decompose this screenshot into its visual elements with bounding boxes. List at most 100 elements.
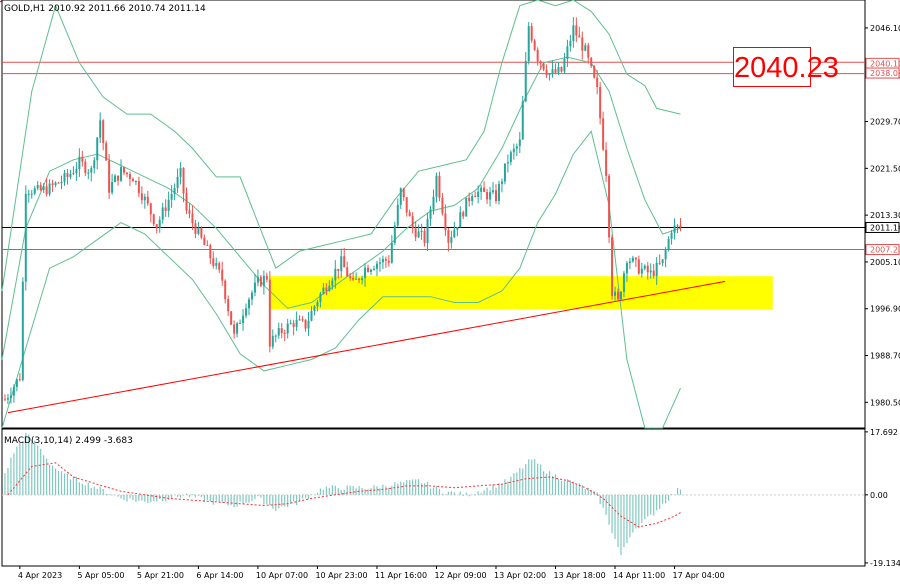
- candle-body: [557, 66, 560, 73]
- time-tick-label: 6 Apr 14:00: [196, 571, 243, 580]
- candle-body: [435, 175, 438, 197]
- candle-body: [310, 311, 313, 321]
- candle-body: [247, 299, 250, 309]
- price-label-box: [865, 244, 900, 256]
- candle-body: [93, 160, 96, 169]
- candle-body: [283, 333, 286, 335]
- candle-body: [468, 197, 471, 202]
- candle-body: [286, 323, 289, 334]
- candle-body: [203, 237, 206, 246]
- candle-body: [105, 143, 108, 161]
- candle-body: [340, 256, 343, 271]
- support-zone: [269, 276, 773, 310]
- candle-body: [584, 45, 587, 51]
- candle-body: [146, 196, 149, 204]
- candle-body: [57, 182, 60, 184]
- candle-body: [131, 178, 134, 182]
- candle-body: [414, 228, 417, 238]
- candle-body: [209, 245, 212, 259]
- candle-body: [117, 175, 120, 181]
- candle-body: [483, 187, 486, 192]
- candle-body: [337, 268, 340, 271]
- candle-body: [194, 223, 197, 234]
- time-tick-label: 5 Apr 21:00: [137, 571, 184, 580]
- candle-body: [551, 69, 554, 75]
- candle-body: [471, 195, 474, 202]
- time-tick-label: 12 Apr 09:00: [434, 571, 486, 580]
- candle-body: [489, 192, 492, 200]
- candle-body: [111, 182, 114, 193]
- candle-body: [221, 269, 224, 281]
- candle-body: [402, 188, 405, 198]
- candle-body: [420, 230, 423, 232]
- candle-body: [191, 213, 194, 224]
- candle-body: [140, 193, 143, 201]
- time-tick-label: 14 Apr 11:00: [613, 571, 665, 580]
- candle-body: [242, 315, 245, 324]
- candle-body: [265, 275, 268, 280]
- candle-body: [661, 259, 664, 264]
- candle-body: [39, 185, 42, 190]
- candle-body: [343, 256, 346, 268]
- candle-body: [298, 319, 301, 321]
- candle-body: [6, 398, 9, 400]
- candle-body: [15, 379, 18, 387]
- candle-body: [48, 183, 51, 195]
- candle-body: [268, 279, 271, 347]
- candle-body: [152, 214, 155, 225]
- time-tick-label: 17 Apr 04:00: [673, 571, 725, 580]
- candle-body: [480, 187, 483, 192]
- candle-body: [617, 291, 620, 300]
- candle-body: [128, 174, 131, 179]
- candle-body: [673, 225, 676, 233]
- candle-body: [54, 182, 57, 186]
- candle-body: [3, 399, 6, 401]
- candle-body: [164, 207, 167, 211]
- candle-body: [456, 227, 459, 230]
- candle-body: [197, 227, 200, 234]
- candle-body: [319, 293, 322, 302]
- price-label-text: 2011.14: [870, 223, 900, 232]
- candle-body: [486, 191, 489, 200]
- candle-body: [167, 199, 170, 211]
- candle-body: [637, 259, 640, 274]
- candle-body: [370, 269, 373, 272]
- macd-tick-label: 0.00: [870, 491, 888, 500]
- candle-body: [676, 225, 679, 227]
- candle-body: [378, 262, 381, 264]
- candle-body: [173, 187, 176, 194]
- candle-body: [465, 197, 468, 217]
- candle-body: [143, 196, 146, 201]
- candle-body: [24, 193, 27, 282]
- candle-body: [102, 120, 105, 144]
- candle-body: [649, 270, 652, 273]
- candle-body: [539, 61, 542, 64]
- candle-body: [21, 281, 24, 380]
- bollinger-lower-band: [1, 130, 681, 429]
- candle-body: [593, 66, 596, 78]
- candle-body: [548, 74, 551, 76]
- candle-body: [155, 224, 158, 228]
- candle-body: [158, 219, 161, 228]
- time-tick-label: 5 Apr 05:00: [77, 571, 124, 580]
- candle-body: [509, 152, 512, 163]
- symbol-header: GOLD,H1 2010.92 2011.66 2010.74 2011.14: [4, 4, 206, 14]
- candle-body: [200, 227, 203, 238]
- macd-tick-label: -19.134: [870, 559, 900, 568]
- candle-body: [72, 173, 75, 175]
- macd-signal-line: [7, 462, 681, 528]
- candle-body: [355, 278, 358, 280]
- price-label-box: [865, 221, 900, 233]
- candle-body: [75, 169, 78, 174]
- candle-body: [599, 86, 602, 119]
- candle-body: [18, 379, 21, 381]
- price-label-box: [865, 67, 900, 79]
- candle-body: [325, 287, 328, 291]
- candle-body: [444, 213, 447, 231]
- candle-body: [12, 386, 15, 396]
- candle-body: [218, 263, 221, 270]
- candle-body: [99, 120, 102, 138]
- candle-body: [438, 175, 441, 198]
- candle-body: [239, 323, 242, 325]
